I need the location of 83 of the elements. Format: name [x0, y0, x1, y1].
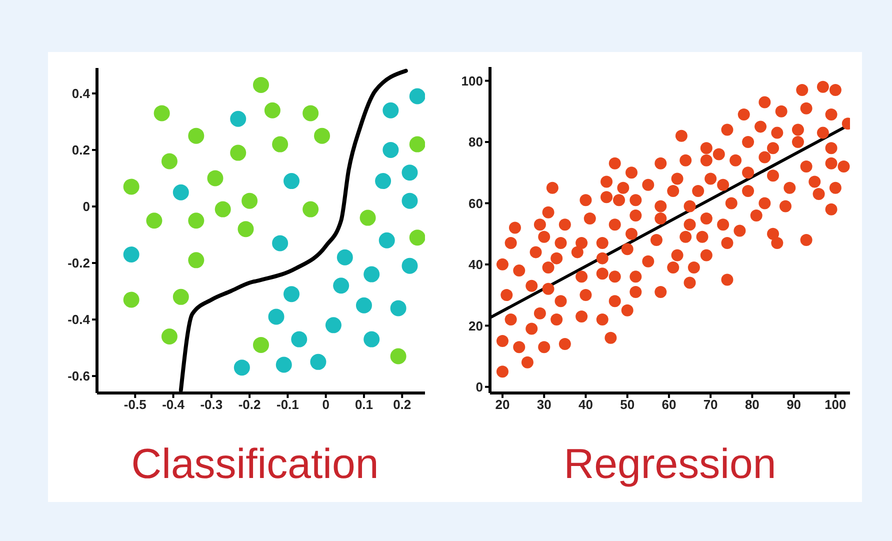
- y-tick-label: 60: [468, 196, 483, 211]
- point: [123, 178, 140, 195]
- point: [230, 110, 246, 127]
- x-tick-label: 40: [578, 397, 593, 412]
- x-tick-label: 100: [824, 397, 846, 412]
- x-tick-label: 0: [322, 397, 330, 412]
- point: [356, 297, 372, 314]
- y-tick-label: 80: [468, 134, 483, 150]
- y-tick-label: 20: [468, 318, 483, 334]
- point: [284, 286, 300, 302]
- y-tick-label: -0.6: [68, 368, 90, 384]
- point: [154, 105, 170, 122]
- y-tick-label: 0: [82, 199, 90, 214]
- point: [378, 232, 395, 248]
- point: [268, 308, 284, 325]
- y-tick-label: 40: [468, 257, 483, 272]
- point: [123, 292, 140, 308]
- point: [272, 235, 288, 252]
- point: [360, 210, 376, 226]
- x-tick-label: 90: [786, 397, 802, 412]
- y-tick-label: 0.2: [72, 142, 90, 158]
- point: [253, 336, 269, 353]
- x-tick-label: -0.5: [124, 397, 146, 412]
- text: Regression: [562, 440, 778, 488]
- point: [310, 354, 326, 370]
- point: [161, 153, 178, 170]
- y-tick-label: -0.4: [68, 312, 91, 328]
- point: [382, 142, 399, 158]
- point: [253, 76, 269, 93]
- point: [242, 192, 258, 209]
- x-tick-label: -0.2: [238, 397, 261, 412]
- point: [409, 230, 425, 246]
- point: [146, 212, 162, 229]
- x-tick-label: 0.1: [354, 397, 374, 412]
- point: [188, 252, 204, 268]
- text: Classification: [130, 440, 380, 488]
- point: [390, 348, 406, 364]
- point: [291, 331, 308, 348]
- point: [390, 300, 406, 316]
- point: [409, 136, 425, 152]
- point: [172, 288, 189, 305]
- point: [188, 212, 204, 229]
- x-tick-label: 70: [703, 397, 718, 412]
- point: [402, 192, 418, 209]
- point: [364, 331, 380, 348]
- point: [207, 170, 224, 186]
- point: [230, 144, 246, 161]
- point: [382, 102, 399, 118]
- point: [325, 317, 342, 334]
- y-tick-label: -0.2: [68, 256, 90, 271]
- point: [402, 164, 418, 181]
- point: [123, 246, 140, 263]
- y-tick-label: 0.4: [72, 86, 91, 102]
- point: [272, 136, 288, 152]
- y-tick-label: 0: [476, 379, 483, 394]
- x-tick-label: 20: [495, 397, 510, 412]
- point: [234, 360, 250, 376]
- point: [314, 128, 330, 144]
- point: [214, 201, 231, 218]
- x-tick-label: 60: [662, 397, 676, 412]
- point: [402, 258, 418, 274]
- point: [188, 128, 204, 144]
- point: [364, 266, 380, 282]
- point: [302, 105, 319, 122]
- y-tick-label: 100: [461, 73, 483, 88]
- point: [375, 173, 392, 190]
- point: [284, 173, 300, 190]
- x-tick-label: -0.4: [162, 397, 186, 412]
- point: [172, 184, 189, 200]
- x-tick-label: 50: [620, 397, 635, 412]
- x-tick-label: 80: [744, 397, 760, 412]
- point: [409, 88, 425, 104]
- point: [333, 278, 350, 294]
- point: [161, 328, 178, 344]
- point: [336, 249, 353, 266]
- point: [264, 102, 280, 118]
- x-tick-label: -0.3: [200, 397, 223, 412]
- point: [238, 221, 254, 238]
- point: [276, 356, 292, 373]
- point: [302, 201, 319, 218]
- x-tick-label: 30: [536, 397, 552, 412]
- x-tick-label: 0.2: [393, 397, 412, 412]
- x-tick-label: -0.1: [276, 397, 299, 412]
